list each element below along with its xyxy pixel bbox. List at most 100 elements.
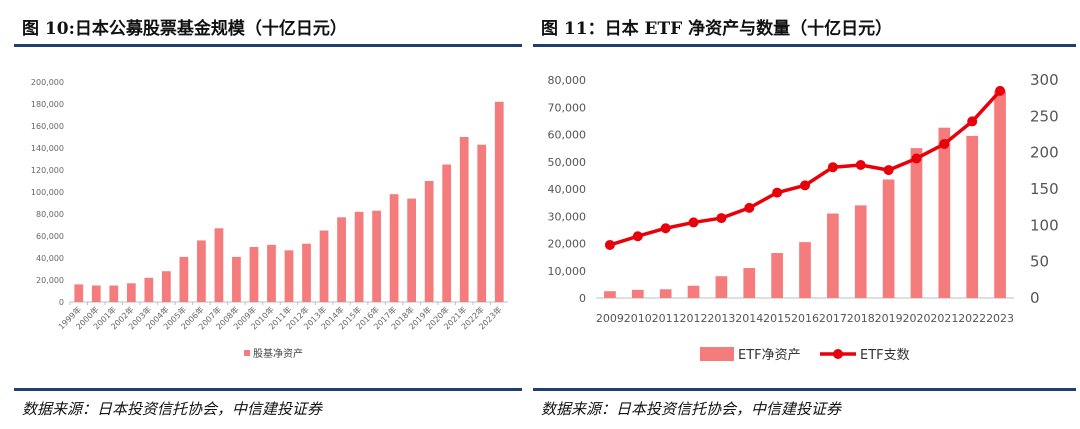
etf-count-point-2015: [772, 187, 783, 198]
top-rule-right: [533, 44, 1076, 47]
etf-count-point-2009: [604, 239, 615, 250]
bar-2017年: [389, 194, 399, 302]
x-tick-label: 2010: [624, 312, 652, 325]
x-tick-label: 2011: [652, 312, 680, 325]
bar-2020年: [442, 164, 452, 302]
etf-count-point-2012: [688, 217, 699, 228]
bar-2018: [854, 205, 867, 298]
bottom-rule-right: [533, 388, 1076, 391]
equity-fund-bar-chart: 0 20,000 40,000 60,000 80,000 100,000 120,000 1…: [31, 78, 508, 360]
bar-2003年: [144, 277, 154, 302]
right-y-tick-label: 150: [1030, 180, 1059, 198]
bar-2015年: [354, 211, 364, 302]
y-tick-label: 200,000: [31, 78, 64, 87]
x-tick-label: 2022: [958, 312, 986, 325]
x-tick-label: 2018: [847, 312, 875, 325]
bottom-rule-left: [14, 388, 522, 391]
bar-2009年: [249, 247, 259, 302]
bar-2001年: [109, 285, 119, 302]
right-y-tick-label: 200: [1030, 144, 1059, 162]
etf-count-point-2014: [744, 202, 755, 213]
bar-2022年: [477, 144, 487, 302]
figure-11-title: 图 11：日本 ETF 净资产与数量（十亿日元）: [541, 19, 893, 39]
y-tick-label: 0: [59, 298, 64, 307]
figure-10-title: 图 10:日本公募股票基金规模（十亿日元）: [22, 19, 347, 39]
y-tick-label: 160,000: [31, 122, 64, 131]
right-y-tick-label: 250: [1030, 107, 1059, 125]
bar-2008年: [232, 256, 241, 302]
right-y-tick-label: 100: [1030, 216, 1059, 234]
right-y-tick-label: 300: [1030, 71, 1059, 89]
bar-2006年: [197, 240, 206, 302]
bar-2005年: [179, 256, 189, 302]
bar-2000年: [91, 285, 101, 302]
left-y-tick-label: 0: [579, 292, 586, 305]
etf-count-point-2018: [855, 160, 866, 171]
bar-2004年: [161, 271, 171, 302]
x-tick-label: 2015: [763, 312, 791, 325]
etf-count-point-2013: [716, 213, 727, 224]
x-tick-label: 2014: [735, 312, 763, 325]
bar-2017: [827, 213, 839, 298]
left-y-tick-label: 20,000: [548, 238, 587, 251]
etf-count-point-2023: [995, 85, 1006, 96]
bar-2012: [687, 285, 700, 298]
bar-2011: [659, 289, 672, 298]
etf-count-point-2020: [911, 153, 922, 164]
y-tick-label: 180,000: [31, 100, 64, 109]
left-y-tick-label: 30,000: [548, 210, 587, 223]
figure-11-source: 数据来源：日本投资信托协会，中信建投证券: [541, 400, 842, 418]
bar-2012年: [302, 243, 311, 302]
bar-2007年: [214, 228, 224, 302]
left-y-tick-label: 40,000: [548, 183, 587, 196]
etf-count-point-2017: [827, 162, 838, 173]
etf-count-point-2010: [632, 231, 643, 242]
x-tick-label: 2023: [986, 312, 1014, 325]
y-tick-label: 40,000: [36, 254, 64, 263]
bar-2021年: [459, 137, 469, 302]
etf-count-point-2022: [967, 116, 978, 127]
left-y-tick-label: 60,000: [548, 129, 587, 142]
y-tick-label: 20,000: [36, 276, 64, 285]
x-tick-label: 2013: [707, 312, 735, 325]
legend-swatch: [244, 350, 250, 356]
bar-2019年: [424, 181, 434, 302]
top-rule-left: [14, 44, 522, 47]
bar-2018年: [407, 198, 417, 302]
y-tick-label: 60,000: [36, 232, 64, 241]
etf-count-point-2021: [939, 138, 950, 149]
y-tick-label: 100,000: [31, 188, 64, 197]
etf-count-point-2019: [883, 165, 894, 176]
bar-1999年: [74, 284, 84, 302]
left-y-tick-label: 70,000: [548, 101, 587, 114]
bar-2021: [938, 127, 951, 298]
x-tick-label: 2012: [680, 312, 708, 325]
left-y-tick-label: 80,000: [548, 74, 587, 87]
bar-2011年: [284, 250, 294, 302]
y-tick-label: 80,000: [36, 210, 64, 219]
bar-2009: [604, 291, 616, 298]
bar-2014: [743, 268, 756, 298]
right-y-tick-label: 0: [1030, 289, 1040, 307]
bar-2014年: [337, 217, 346, 302]
y-tick-label: 140,000: [31, 144, 64, 153]
y-tick-label: 120,000: [31, 166, 64, 175]
bar-2002年: [126, 283, 136, 302]
bar-2019: [882, 179, 895, 298]
x-tick-label: 2009: [596, 312, 624, 325]
bar-2020: [910, 148, 923, 298]
bar-2023年: [494, 101, 504, 302]
left-y-tick-label: 10,000: [548, 265, 587, 278]
figure-10-source: 数据来源：日本投资信托协会，中信建投证券: [22, 400, 323, 418]
legend-label-line: ETF支数: [860, 348, 910, 363]
etf-count-point-2016: [800, 180, 810, 191]
x-tick-label: 2020: [902, 312, 930, 325]
bar-2013: [715, 276, 728, 298]
x-tick-label: 2021: [930, 312, 958, 325]
right-y-tick-label: 50: [1030, 253, 1049, 271]
x-tick-label: 2016: [791, 312, 819, 325]
bar-2016年: [372, 210, 381, 302]
bar-2013年: [319, 230, 329, 302]
legend-label: 股基净资产: [253, 347, 303, 360]
